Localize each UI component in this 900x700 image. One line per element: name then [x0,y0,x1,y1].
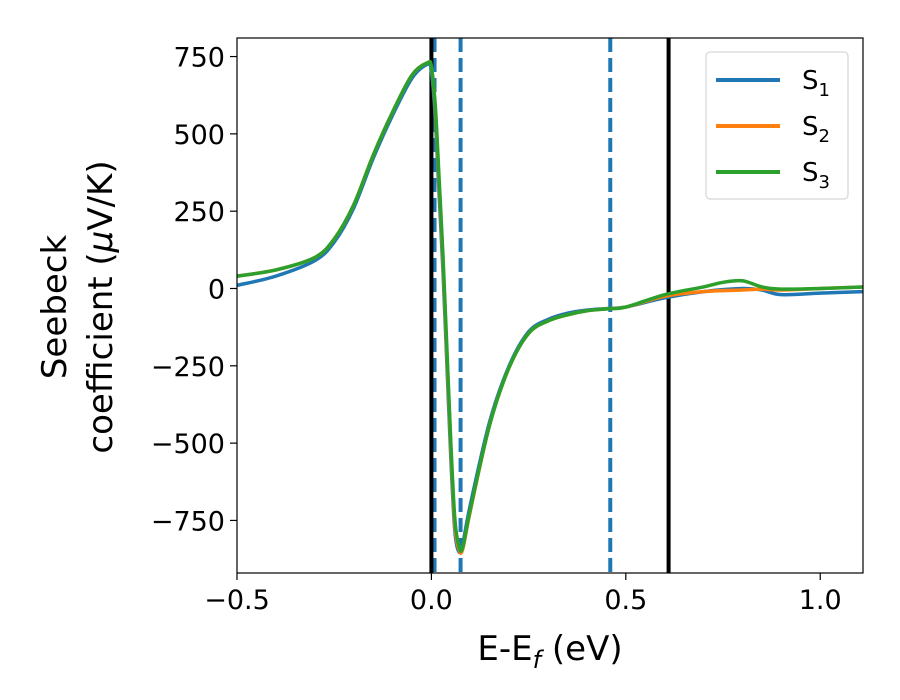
plot-frame [236,37,864,574]
y-axis-label-line-2: coefficient (μV/K) [81,160,121,453]
y-tick-label: 250 [173,197,225,228]
axis-tick-labels: −0.5 0.0 0.5 1.0 750 500 250 0 −250 −500 −750 [151,43,842,616]
y-tick-label: 0 [208,274,225,305]
y-axis-label-line-1: Seebeck [35,235,75,380]
series-line-3 [236,59,864,553]
x-tick-label: −0.5 [204,585,270,616]
y-tick-label: −500 [151,429,225,460]
x-tick-label: 1.0 [799,585,842,616]
x-tick-label: 0.0 [410,585,453,616]
series-lines [236,59,864,555]
legend-label-3: S3 [802,158,830,193]
y-tick-label: −750 [151,506,225,537]
legend-label-1: S1 [802,66,830,101]
y-tick-label: 750 [173,43,225,74]
y-tick-label: 500 [173,120,225,151]
x-axis-label: E-Ef (eV) [477,629,622,674]
legend: S1 S2 S3 [705,51,849,200]
axis-ticks [230,55,821,580]
y-tick-label: −250 [151,352,225,383]
reference-lines [429,38,671,573]
legend-label-2: S2 [802,112,830,147]
x-tick-label: 0.5 [604,585,647,616]
